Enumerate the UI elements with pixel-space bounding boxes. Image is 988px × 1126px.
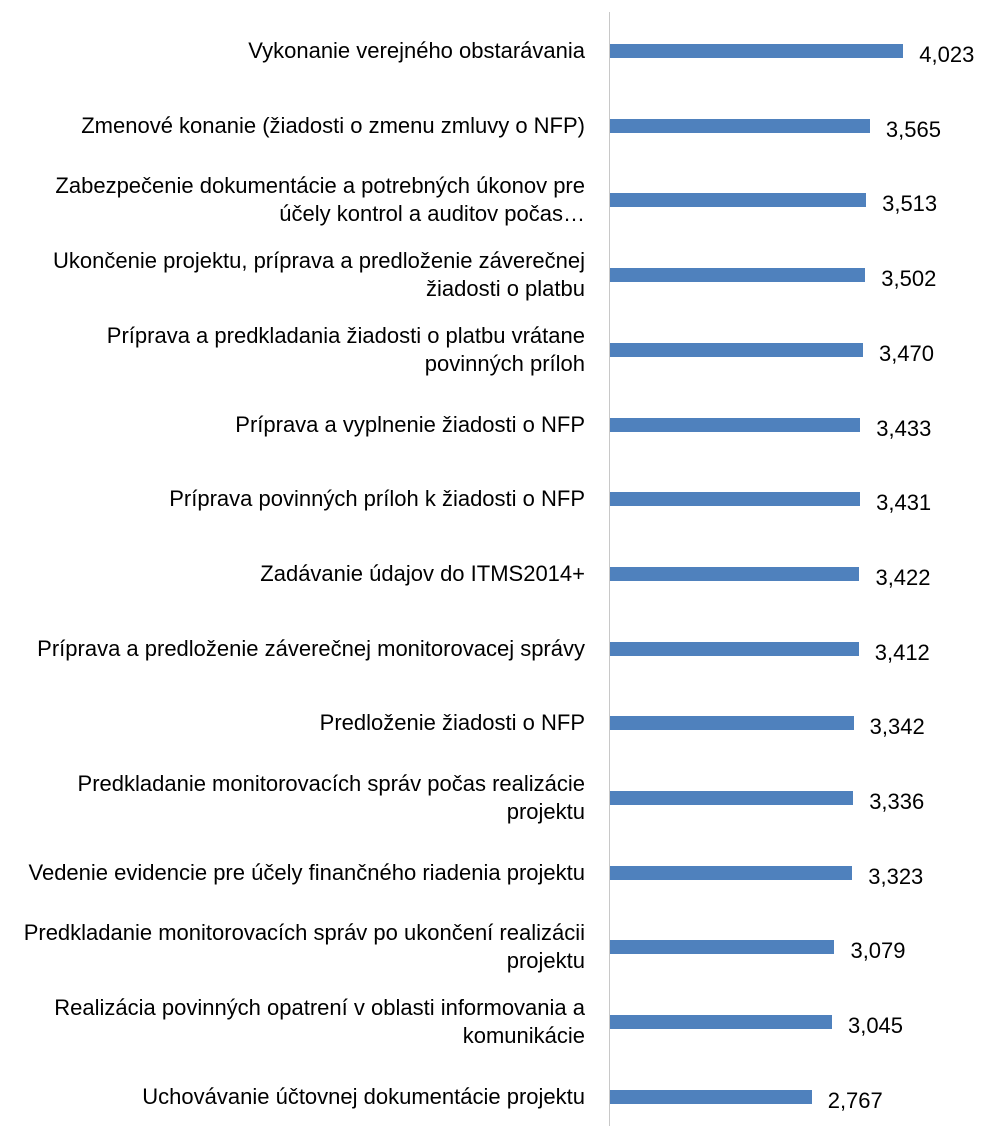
value-label: 3,079 <box>850 938 906 964</box>
category-label: Príprava a predloženie záverečnej monito… <box>37 635 585 661</box>
bar <box>610 44 904 58</box>
bar <box>610 1015 832 1030</box>
category-label: Uchovávanie účtovnej dokumentácie projek… <box>142 1083 585 1109</box>
category-label: Zmenové konanie (žiadosti o zmenu zmluvy… <box>81 112 585 138</box>
bar <box>610 791 854 805</box>
value-label: 3,323 <box>868 863 924 889</box>
bar <box>610 716 854 731</box>
bar <box>610 492 861 507</box>
bar <box>610 417 861 432</box>
bar <box>610 940 835 955</box>
value-label: 3,342 <box>869 714 925 740</box>
value-label: 3,565 <box>885 116 941 142</box>
bar <box>610 865 853 880</box>
bar <box>610 118 870 133</box>
value-label: 3,045 <box>847 1013 904 1039</box>
bar <box>610 342 863 357</box>
bar <box>610 268 866 283</box>
category-label: Predloženie žiadosti o NFP <box>319 710 585 736</box>
category-label: Predkladanie monitorovacích správ počas … <box>77 771 585 824</box>
value-label: 3,431 <box>876 490 932 516</box>
value-label: 3,336 <box>869 789 925 814</box>
bar <box>610 566 860 581</box>
category-label: Zadávanie údajov do ITMS2014+ <box>260 560 585 586</box>
bar <box>610 1089 812 1104</box>
value-label: 3,513 <box>882 191 938 217</box>
value-label: 2,767 <box>827 1087 883 1113</box>
category-label: Príprava povinných príloh k žiadosti o N… <box>169 486 585 512</box>
category-label: Príprava a vyplnenie žiadosti o NFP <box>235 411 585 437</box>
value-label: 3,502 <box>881 266 937 292</box>
category-label: Príprava a predkladania žiadosti o platb… <box>106 322 585 376</box>
category-label: Vykonanie verejného obstarávania <box>248 38 585 63</box>
category-label: Vedenie evidencie pre účely finančného r… <box>28 859 586 885</box>
value-label: 3,412 <box>874 639 930 665</box>
value-label: 3,470 <box>878 340 935 366</box>
category-label: Realizácia povinných opatrení v oblasti … <box>54 995 585 1049</box>
value-label: 3,433 <box>876 415 932 441</box>
value-label: 3,422 <box>875 564 931 590</box>
axis-line <box>609 12 610 1126</box>
bar <box>610 193 867 208</box>
category-label: Ukončenie projektu, príprava a predložen… <box>53 248 585 302</box>
category-label: Zabezpečenie dokumentácie a potrebných ú… <box>55 173 585 227</box>
value-label: 4,023 <box>919 42 975 67</box>
category-label: Predkladanie monitorovacích správ po uko… <box>23 920 585 974</box>
bar <box>610 641 859 656</box>
